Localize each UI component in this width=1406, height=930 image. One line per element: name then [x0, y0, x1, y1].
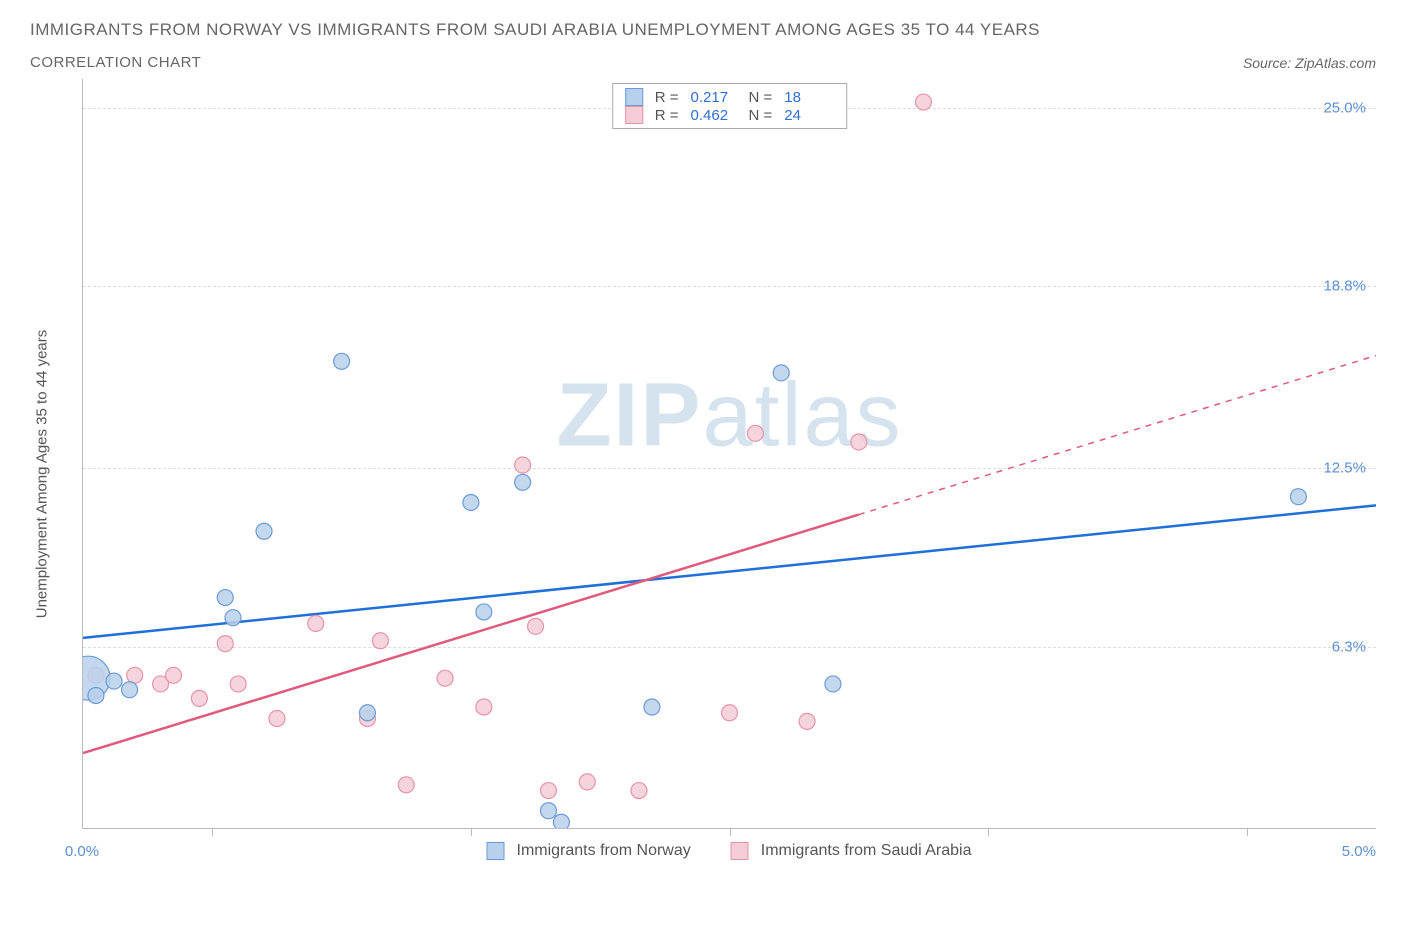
r-label: R =: [655, 89, 679, 106]
legend-stats-row-0: R = 0.217 N = 18: [625, 88, 835, 106]
r-label: R =: [655, 107, 679, 124]
n-value-1: 24: [784, 107, 834, 124]
plot-area: ZIPatlas R = 0.217 N = 18 R = 0.462 N = …: [82, 79, 1376, 829]
x-min-label: 0.0%: [65, 843, 99, 860]
subtitle-row: CORRELATION CHART Source: ZipAtlas.com: [30, 54, 1376, 71]
chart-container: Unemployment Among Ages 35 to 44 years Z…: [30, 79, 1376, 869]
legend-item-norway: Immigrants from Norway: [487, 842, 691, 860]
swatch-saudi: [731, 842, 749, 860]
chart-title: IMMIGRANTS FROM NORWAY VS IMMIGRANTS FRO…: [30, 20, 1376, 40]
swatch-norway: [487, 842, 505, 860]
n-label: N =: [749, 107, 773, 124]
r-value-1: 0.462: [691, 107, 741, 124]
swatch-saudi: [625, 106, 643, 124]
r-value-0: 0.217: [691, 89, 741, 106]
plot-svg: [83, 79, 1376, 828]
swatch-norway: [625, 88, 643, 106]
legend-bottom: 0.0% Immigrants from Norway Immigrants f…: [82, 833, 1376, 869]
n-label: N =: [749, 89, 773, 106]
n-value-0: 18: [784, 89, 834, 106]
legend-item-saudi: Immigrants from Saudi Arabia: [731, 842, 972, 860]
legend-stats-row-1: R = 0.462 N = 24: [625, 106, 835, 124]
legend-label-saudi: Immigrants from Saudi Arabia: [761, 842, 972, 860]
y-axis-title: Unemployment Among Ages 35 to 44 years: [34, 330, 51, 619]
legend-label-norway: Immigrants from Norway: [517, 842, 691, 860]
chart-subtitle: CORRELATION CHART: [30, 54, 201, 71]
source-attribution: Source: ZipAtlas.com: [1243, 55, 1376, 71]
legend-stats: R = 0.217 N = 18 R = 0.462 N = 24: [612, 83, 848, 129]
x-max-label: 5.0%: [1342, 843, 1376, 860]
